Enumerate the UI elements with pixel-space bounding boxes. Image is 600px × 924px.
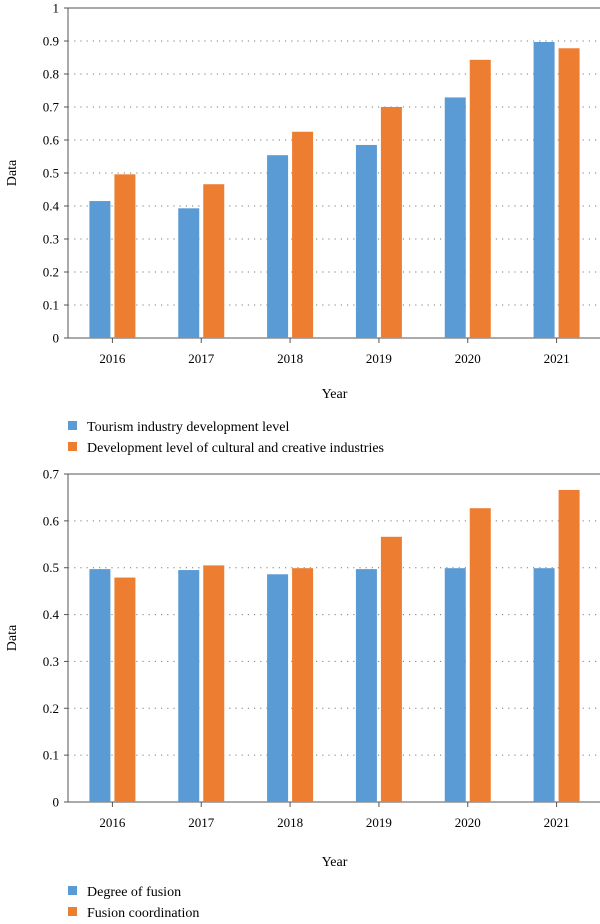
x-tick-label: 2021	[544, 815, 570, 830]
y-axis-title: Data	[5, 159, 20, 186]
bar-a-2016	[89, 201, 111, 338]
bar-a-2017	[178, 570, 200, 802]
legend-label: Fusion coordination	[87, 906, 199, 921]
x-axis-title: Year	[322, 387, 348, 402]
chart-tourism-cultural-development: 0 0.1 0.2 0.3 0.4 0.5 0.6 0.7 0.8 0.9 1 2016 2017 201…	[5, 1, 600, 456]
y-tick-label: 0.4	[43, 607, 60, 622]
x-tick-label: 2018	[277, 815, 303, 830]
bar-b-2020	[469, 508, 491, 802]
y-tick-label: 0.5	[43, 560, 59, 575]
bar-a-2021	[533, 568, 555, 802]
y-tick-label: 0.9	[43, 34, 59, 49]
y-tick-label: 0.2	[43, 265, 59, 280]
x-tick-label: 2019	[366, 351, 392, 366]
x-tick-label: 2017	[188, 815, 215, 830]
bar-b-2018	[292, 131, 314, 338]
bar-a-2021	[533, 41, 555, 339]
bar-a-2019	[355, 569, 377, 802]
legend-swatch	[68, 886, 77, 895]
legend-label: Tourism industry development level	[87, 420, 289, 435]
plot-frame	[67, 7, 600, 339]
legend-swatch	[68, 421, 77, 430]
bar-b-2016	[114, 174, 136, 338]
x-tick-label: 2016	[99, 351, 126, 366]
y-tick-label: 0.5	[43, 166, 59, 181]
plot-frame	[67, 473, 600, 803]
bar-a-2017	[178, 208, 200, 338]
y-axis-title: Data	[5, 624, 20, 651]
x-tick-label: 2020	[455, 351, 481, 366]
bar-a-2018	[267, 574, 289, 802]
y-tick-label: 0.1	[43, 748, 59, 763]
bar-a-2019	[355, 144, 377, 338]
bar-b-2017	[203, 184, 225, 338]
y-tick-label: 0.6	[43, 513, 60, 528]
y-tick-label: 0.1	[43, 298, 59, 313]
bar-a-2020	[444, 97, 466, 339]
legend-swatch	[68, 907, 77, 916]
x-tick-label: 2020	[455, 815, 481, 830]
bar-a-2020	[444, 568, 466, 802]
bar-b-2016	[114, 577, 136, 802]
legend-label: Degree of fusion	[87, 885, 181, 900]
chart-fusion: 0 0.1 0.2 0.3 0.4 0.5 0.6 0.7 2016 2017 2018 2019 20…	[5, 467, 600, 921]
y-tick-label: 0	[53, 795, 60, 810]
x-tick-label: 2017	[188, 351, 215, 366]
bar-a-2018	[267, 155, 289, 338]
y-tick-label: 0.4	[43, 199, 60, 214]
x-axis-title: Year	[322, 855, 348, 870]
bar-b-2021	[558, 489, 580, 802]
y-tick-label: 0	[53, 331, 60, 346]
y-tick-label: 0.2	[43, 701, 59, 716]
bar-b-2018	[292, 568, 314, 802]
bar-b-2017	[203, 565, 225, 802]
x-tick-label: 2018	[277, 351, 303, 366]
bar-b-2019	[380, 107, 402, 338]
legend-swatch	[68, 442, 77, 451]
x-tick-label: 2021	[544, 351, 570, 366]
y-tick-label: 0.6	[43, 133, 60, 148]
bar-b-2021	[558, 48, 580, 338]
x-tick-label: 2019	[366, 815, 392, 830]
y-tick-label: 0.3	[43, 654, 59, 669]
bar-b-2020	[469, 59, 491, 339]
y-tick-label: 0.7	[43, 467, 60, 482]
x-tick-label: 2016	[99, 815, 126, 830]
y-tick-label: 0.8	[43, 67, 59, 82]
bar-b-2019	[380, 536, 402, 802]
bar-a-2016	[89, 569, 111, 802]
y-tick-label: 0.7	[43, 100, 60, 115]
legend-label: Development level of cultural and creati…	[87, 441, 384, 456]
y-tick-label: 1	[53, 1, 60, 16]
y-tick-label: 0.3	[43, 232, 59, 247]
